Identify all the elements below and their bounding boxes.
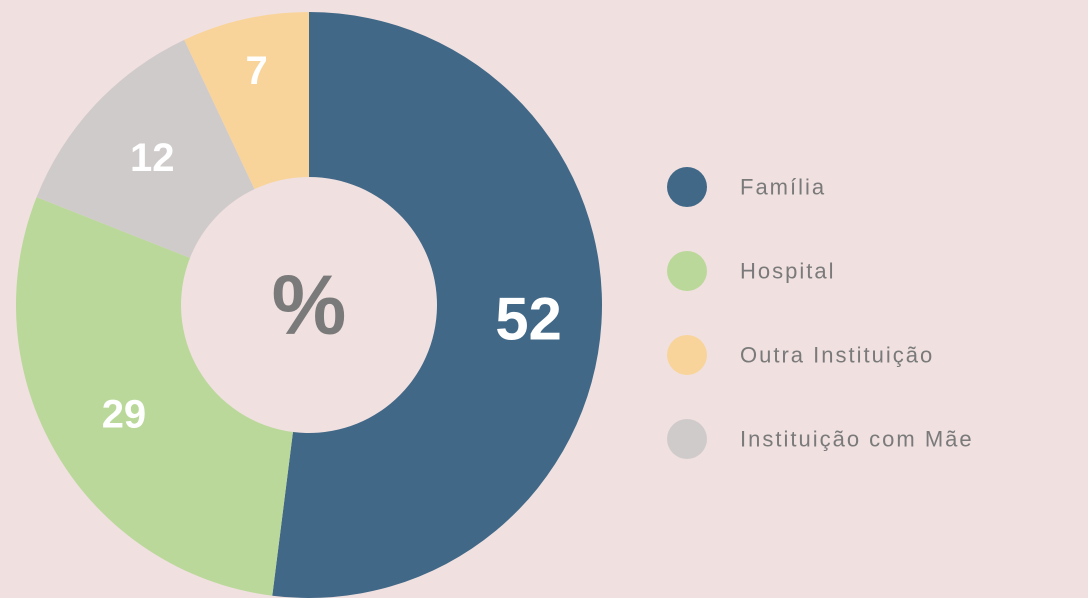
center-label: % <box>272 258 347 352</box>
donut-slice <box>272 12 602 598</box>
legend-label: Hospital <box>740 259 835 284</box>
legend-marker <box>667 251 707 291</box>
donut-slice <box>15 197 293 596</box>
legend-label: Família <box>740 175 826 200</box>
legend-marker <box>667 167 707 207</box>
value-label: 12 <box>130 136 175 180</box>
legend-label: Instituição com Mãe <box>740 427 974 452</box>
legend-marker <box>667 335 707 375</box>
legend-label: Outra Instituição <box>740 343 934 368</box>
value-label: 29 <box>102 392 147 436</box>
donut-slice <box>36 39 255 258</box>
donut-slice <box>184 11 309 190</box>
value-label: 52 <box>495 285 562 352</box>
value-label: 7 <box>246 49 268 93</box>
legend-marker <box>667 419 707 459</box>
